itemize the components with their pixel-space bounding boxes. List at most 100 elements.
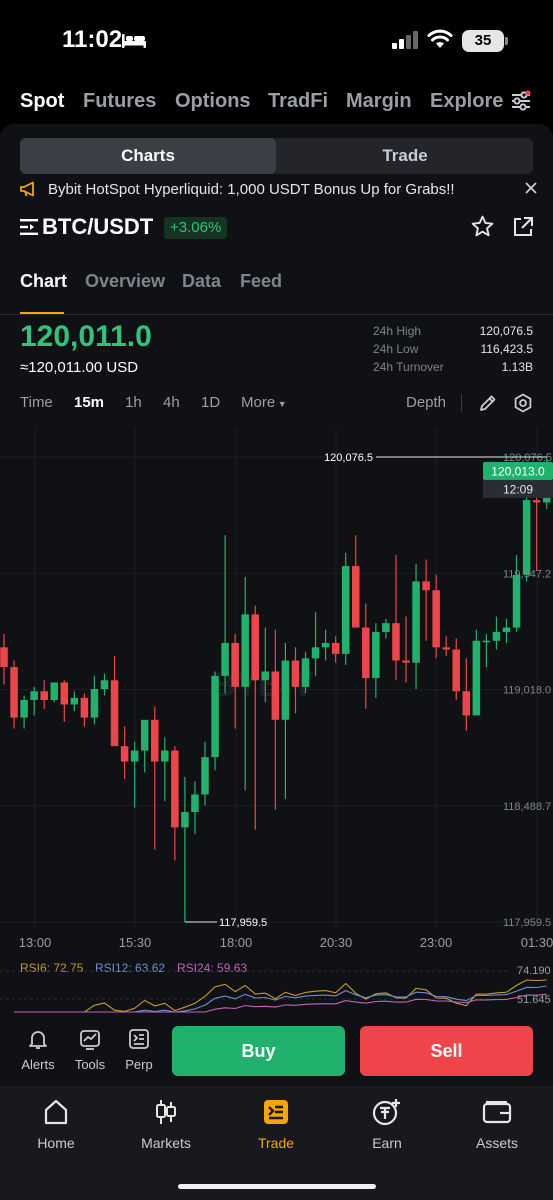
tab-overview[interactable]: Overview (85, 271, 166, 291)
perp-button[interactable]: Perp (119, 1028, 159, 1072)
tab-explore[interactable]: Explore (430, 90, 504, 112)
last-price-tag: 120,013.0 (491, 464, 545, 478)
action-bar: Alerts Tools Perp Buy Sell (0, 1020, 553, 1086)
close-icon[interactable] (525, 182, 537, 194)
share-icon[interactable] (511, 215, 535, 239)
candle-body (110, 680, 119, 747)
stat-label-turnover: 24h Turnover (373, 360, 444, 374)
tab-options[interactable]: Options (175, 90, 251, 112)
tf-4h[interactable]: 4h (163, 394, 180, 411)
bell-icon (29, 1031, 47, 1049)
charts-toggle-button[interactable]: Charts (20, 138, 276, 174)
rsi-label-2: RSI24: 59.63 (177, 961, 247, 975)
tab-margin[interactable]: Margin (346, 90, 412, 112)
nav-trade[interactable]: Trade (236, 1098, 316, 1151)
candle-body (251, 614, 259, 681)
tab-spot[interactable]: Spot (20, 90, 65, 112)
megaphone-icon (20, 181, 34, 197)
star-icon[interactable] (470, 214, 495, 239)
candle-body (60, 682, 69, 705)
tab-tradfi[interactable]: TradFi (268, 90, 329, 112)
candle-body (532, 500, 541, 503)
announcement-text: Bybit HotSpot Hyperliquid: 1,000 USDT Bo… (48, 181, 455, 198)
tab-data[interactable]: Data (182, 271, 222, 291)
pair-name[interactable]: BTC/USDT (42, 214, 154, 239)
battery-icon: 35 (462, 30, 504, 52)
tab-feed[interactable]: Feed (240, 271, 283, 291)
timeframe-bar: Time 15m 1h 4h 1D More ▼ Depth (20, 392, 533, 416)
depth-toggle[interactable]: Depth (406, 394, 447, 411)
tf-time[interactable]: Time (20, 394, 53, 411)
tf-15m[interactable]: 15m (74, 394, 105, 411)
tab-chart[interactable]: Chart (20, 271, 68, 291)
assets-icon (482, 1101, 512, 1124)
candle-body (0, 647, 8, 668)
stat-label-high: 24h High (373, 324, 422, 338)
candle-body (151, 719, 159, 762)
pair-menu-icon[interactable] (20, 219, 38, 235)
rsi-line-24 (14, 993, 547, 1013)
candle-body (221, 642, 229, 676)
tools-button[interactable]: Tools (70, 1028, 110, 1072)
candle-body (120, 746, 129, 762)
extreme-markers: 120,076.5 117,959.5 (184, 452, 547, 929)
time-tick-label: 15:30 (119, 935, 152, 950)
candle-body (492, 631, 501, 641)
candle-body (80, 697, 89, 718)
nav-assets[interactable]: Assets (457, 1098, 537, 1151)
nav-markets-label: Markets (141, 1135, 191, 1151)
price-tick-label: 119,547.2 (503, 568, 551, 580)
time-axis: 13:00 15:30 18:00 20:30 23:00 01:30 (19, 935, 553, 950)
tf-more[interactable]: More ▼ (241, 394, 287, 411)
rsi-label-0: RSI6: 72.75 (20, 961, 84, 975)
nav-earn[interactable]: Earn (347, 1098, 427, 1151)
tab-futures[interactable]: Futures (83, 90, 157, 112)
high-marker-label: 120,076.5 (324, 452, 373, 464)
tf-1d[interactable]: 1D (201, 394, 221, 411)
sell-button[interactable]: Sell (360, 1026, 533, 1076)
nav-home[interactable]: Home (16, 1098, 96, 1151)
candle-body (522, 500, 531, 575)
nav-markets[interactable]: Markets (126, 1098, 206, 1151)
candle-body (341, 566, 350, 654)
candle-body (10, 667, 18, 718)
alerts-button[interactable]: Alerts (18, 1028, 58, 1072)
candle-body (432, 590, 440, 648)
candle-body (70, 697, 79, 705)
candle-body (311, 647, 320, 659)
pencil-icon[interactable] (478, 393, 498, 413)
candle-body (140, 719, 149, 751)
rsi-line-6 (14, 979, 547, 1013)
alerts-label: Alerts (21, 1057, 55, 1072)
candle-body (100, 680, 109, 690)
low-marker-label: 117,959.5 (219, 917, 267, 929)
bottom-nav: Home Markets Trade Earn Asset (0, 1086, 553, 1200)
announcement-banner[interactable]: Bybit HotSpot Hyperliquid: 1,000 USDT Bo… (20, 178, 540, 202)
time-tick-label: 18:00 (220, 935, 253, 950)
battery-tip (505, 37, 508, 45)
price-tick-label: 119,018.0 (503, 685, 551, 697)
divider (0, 314, 553, 315)
candle-body (462, 691, 471, 716)
price-chart[interactable]: BYBIT 120,076.5119,547.2119,018.0118,488… (0, 428, 553, 1018)
tf-1h[interactable]: 1h (125, 394, 142, 411)
countdown-tag: 12:09 (503, 482, 533, 496)
candle-body (392, 623, 400, 661)
candle-body (30, 691, 38, 701)
candle-body (402, 660, 410, 663)
trade-toggle-button[interactable]: Trade (382, 146, 428, 165)
candles (0, 457, 551, 922)
stat-value-low: 116,423.5 (480, 342, 534, 356)
sliders-icon[interactable] (510, 90, 532, 112)
toolbar-divider (461, 394, 462, 412)
settings-icon[interactable] (513, 393, 533, 413)
countdown-tag-bg (483, 479, 553, 498)
markets-icon (156, 1100, 176, 1124)
candle-body (261, 671, 270, 681)
candle-body (422, 581, 430, 591)
price-axis: 120,076.5 119,547.2 119,018.0 118,488.7 117,… (503, 452, 552, 929)
candle-body (191, 794, 199, 813)
buy-button[interactable]: Buy (172, 1026, 345, 1076)
nav-earn-label: Earn (372, 1135, 402, 1151)
candle-body (482, 640, 491, 643)
